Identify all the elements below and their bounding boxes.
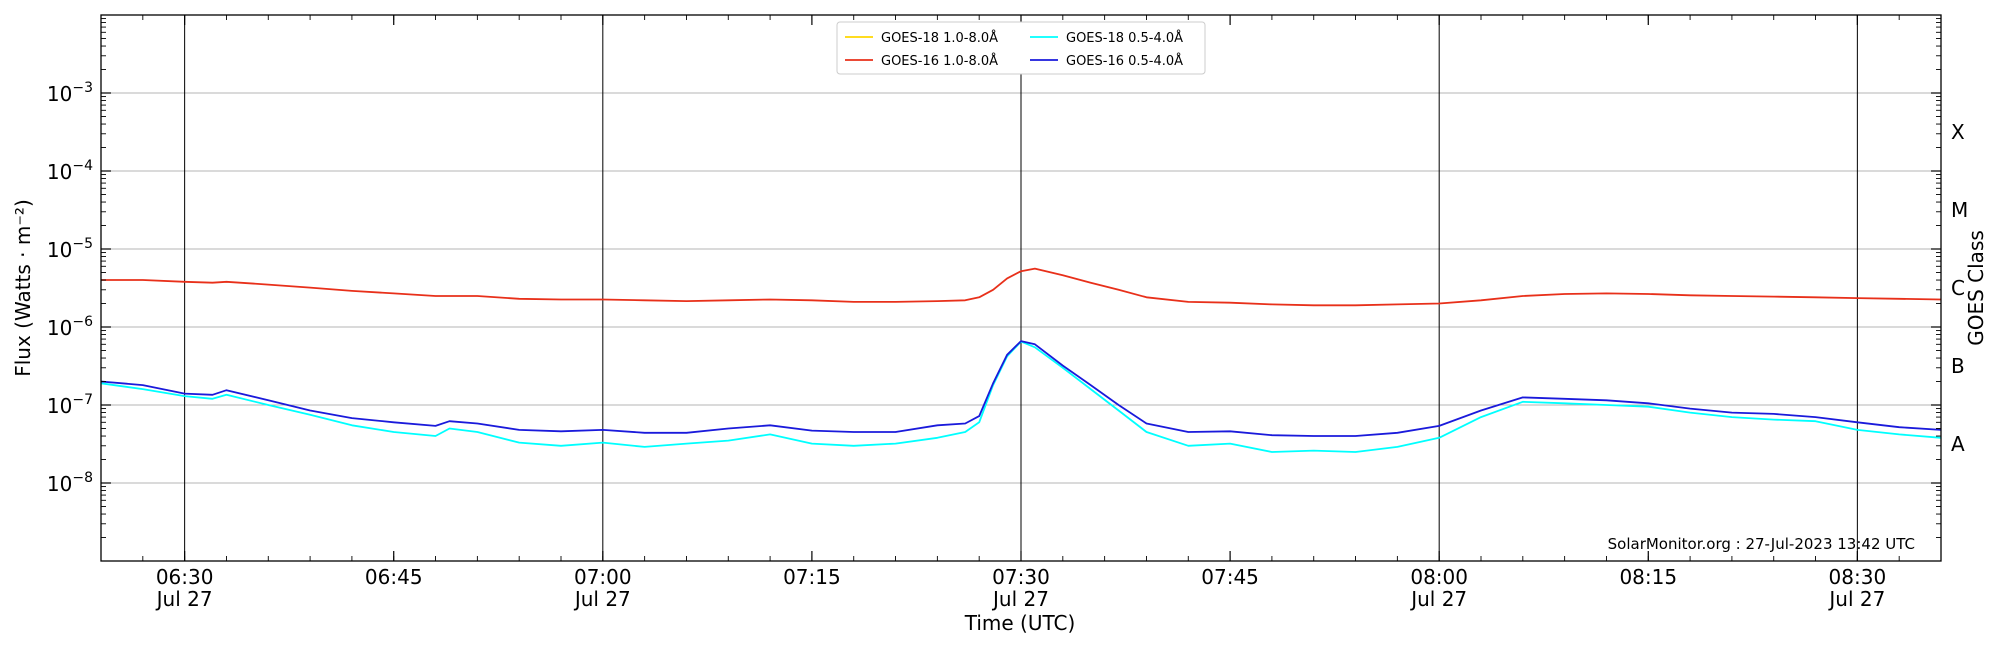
x-tick-label: 06:45 [365, 565, 423, 589]
x-tick-label: 08:15 [1619, 565, 1677, 589]
y-tick-labels: 10−8 10−7 10−6 10−5 10−4 10−3 [47, 80, 93, 496]
y-tick-label: 10−3 [47, 80, 93, 106]
legend-label-1: GOES-16 1.0-8.0Å [881, 53, 998, 69]
x-tick-label: 06:30 [156, 565, 214, 589]
y-tick-label: 10−8 [47, 470, 93, 496]
goes-class-label-b: B [1951, 354, 1965, 378]
x-tick-sublabel: Jul 27 [991, 587, 1049, 611]
legend-label-3: GOES-16 0.5-4.0Å [1066, 53, 1183, 69]
x-tick-label: 07:15 [783, 565, 841, 589]
goes-class-label-m: M [1951, 198, 1968, 222]
goes-class-label-c: C [1951, 276, 1965, 300]
x-tick-label: 07:00 [574, 565, 632, 589]
day-vertical-lines [184, 15, 1858, 561]
y-right-axis-title: GOES Class [1964, 230, 1988, 346]
axis-ticks [100, 15, 1942, 561]
x-tick-label: 08:30 [1829, 565, 1887, 589]
x-axis-title: Time (UTC) [964, 611, 1076, 635]
legend-label-2: GOES-18 0.5-4.0Å [1066, 30, 1183, 46]
y-tick-label: 10−7 [47, 392, 93, 418]
x-tick-sublabel: Jul 27 [155, 587, 213, 611]
x-tick-sublabel: Jul 27 [1827, 587, 1885, 611]
legend: GOES-18 1.0-8.0Å GOES-18 0.5-4.0Å GOES-16 … [836, 21, 1206, 75]
series-line-1 [101, 267, 1942, 307]
series-line-3 [100, 340, 1942, 437]
goes-class-labels: A B C M X [1951, 120, 1968, 456]
goes-class-label-a: A [1951, 432, 1965, 456]
x-tick-sublabel: Jul 27 [1409, 587, 1467, 611]
x-tick-label: 08:00 [1410, 565, 1468, 589]
legend-label-0: GOES-18 1.0-8.0Å [881, 30, 998, 46]
series-lines [100, 267, 1942, 453]
y-axis-title: Flux (Watts · m⁻²) [11, 199, 35, 377]
source-annotation: SolarMonitor.org : 27-Jul-2023 13:42 UTC [1608, 535, 1915, 553]
y-tick-label: 10−5 [47, 236, 93, 262]
goes-class-label-x: X [1951, 120, 1965, 144]
x-tick-label: 07:45 [1201, 565, 1259, 589]
y-tick-label: 10−4 [47, 158, 93, 184]
x-tick-label: 07:30 [992, 565, 1050, 589]
legend-box [836, 21, 1206, 75]
x-tick-sublabel: Jul 27 [573, 587, 631, 611]
y-tick-label: 10−6 [47, 314, 93, 340]
